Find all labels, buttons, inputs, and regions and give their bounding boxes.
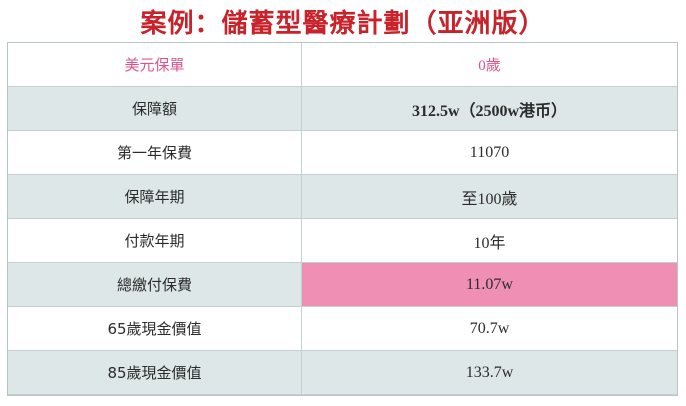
row-value: 70.7w: [301, 306, 677, 352]
row-value: 11070: [301, 130, 677, 176]
row-value: 10年: [301, 218, 677, 264]
row-label: 付款年期: [8, 218, 302, 264]
page-title: 案例：儲蓄型醫療計劃（亚洲版）: [140, 9, 546, 39]
header-value-cell: 0歲: [301, 43, 677, 88]
header-label-cell: 美元保單: [8, 43, 302, 88]
table-row-coverage: 保障額 312.5w（2500w港币）: [8, 86, 677, 132]
row-label: 保障年期: [8, 174, 302, 220]
table-header-row: 美元保單 0歲: [8, 43, 677, 88]
row-label: 總繳付保費: [8, 262, 302, 308]
table-row-cash-value-85: 85歲現金價值 133.7w: [8, 350, 677, 395]
row-value: 133.7w: [301, 350, 677, 395]
plan-table: 美元保單 0歲 保障額 312.5w（2500w港币） 第一年保費 11070 …: [7, 42, 678, 396]
row-value: 至100歲: [301, 174, 677, 220]
row-value-highlighted: 11.07w: [301, 262, 677, 308]
table-row-coverage-term: 保障年期 至100歲: [8, 174, 677, 220]
table-row-cash-value-65: 65歲現金價值 70.7w: [8, 306, 677, 352]
row-value: 312.5w（2500w港币）: [301, 86, 677, 132]
row-label: 85歲現金價值: [8, 350, 302, 395]
table-row-total-premium: 總繳付保費 11.07w: [8, 262, 677, 308]
row-label: 保障額: [8, 86, 302, 132]
row-label: 65歲現金價值: [8, 306, 302, 352]
row-label: 第一年保費: [8, 130, 302, 176]
table-row-payment-term: 付款年期 10年: [8, 218, 677, 264]
table-row-first-year-premium: 第一年保費 11070: [8, 130, 677, 176]
